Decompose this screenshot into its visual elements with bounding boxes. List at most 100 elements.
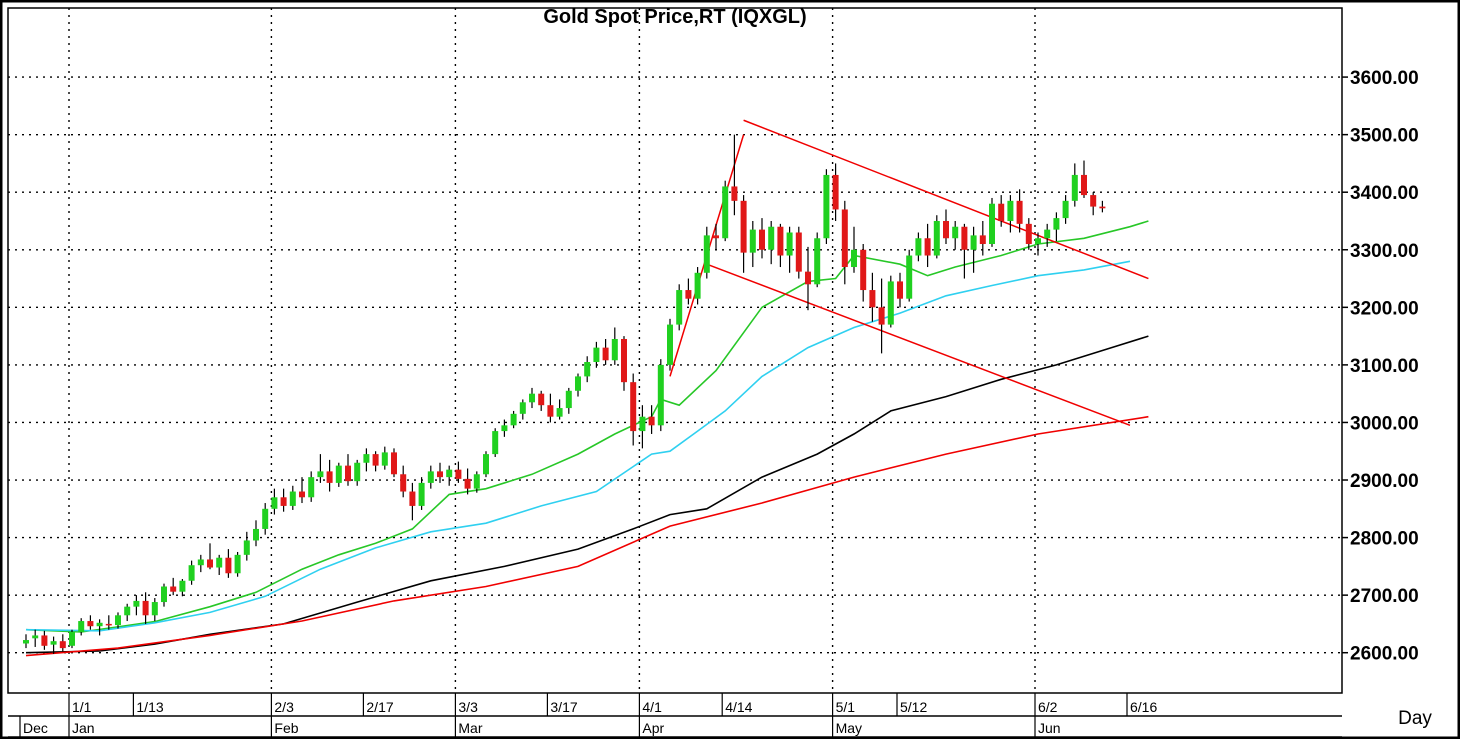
candle-down [464,478,471,489]
candle-up [657,364,664,426]
candle-down [280,497,287,506]
candle-up [188,565,195,581]
y-tick-label: 3000.00 [1350,413,1419,434]
y-tick-label: 3400.00 [1350,183,1419,204]
y-tick-label: 2800.00 [1350,529,1419,550]
candle-down [400,474,407,492]
candle-down [759,229,765,250]
candle-up [335,465,342,483]
candle-up [768,226,775,250]
candle-up [50,641,57,645]
candle-up [483,454,489,475]
x-month-label: May [836,720,862,736]
candle-down [1099,206,1106,209]
x-day-label: 3/17 [550,699,577,715]
candle-down [437,471,443,478]
candle-up [197,559,204,566]
candle-up [418,482,425,506]
candle-up [78,621,85,632]
candle-up [289,491,296,506]
candle-up [676,290,683,325]
candle-up [308,477,315,498]
candle-up [703,235,710,273]
y-tick-label: 3600.00 [1350,68,1419,89]
x-day-label: 3/3 [458,699,478,715]
candle-up [427,471,434,483]
y-tick-label: 2900.00 [1350,471,1419,492]
candle-down [87,621,94,627]
candle-up [161,586,167,603]
x-month-label: Feb [274,720,298,736]
candle-up [639,416,646,432]
x-day-label: 1/13 [136,699,163,715]
candle-up [970,235,977,250]
moving-average-line [25,260,1131,632]
candle-up [611,338,618,361]
candle-up [446,469,453,478]
y-tick-label: 2600.00 [1350,644,1419,665]
candle-down [455,469,462,479]
x-day-label: 2/3 [274,699,294,715]
candle-up [262,508,269,529]
y-tick-label: 3200.00 [1350,298,1419,319]
candle-up [556,408,563,417]
moving-average-line [25,415,1149,657]
x-axis-unit-label: Day [1398,708,1432,729]
candle-up [381,452,388,466]
candle-down [1090,195,1097,207]
x-day-label: 2/17 [366,699,393,715]
candle-up [253,528,259,541]
x-day-label: 1/1 [72,699,92,715]
candle-up [1053,218,1060,230]
candle-down [547,405,554,417]
y-tick-label: 3300.00 [1350,241,1419,262]
candle-up [593,347,600,363]
x-day-label: 6/2 [1038,699,1058,715]
candle-down [897,281,903,299]
candle-down [740,200,747,253]
candle-down [805,271,811,285]
candle-down [538,393,545,406]
moving-averages [25,220,1149,657]
candle-up [69,631,75,646]
candle-down [602,347,609,361]
candle-up [124,606,131,616]
candle-down [1081,174,1087,196]
x-month-label: Dec [23,720,48,736]
candle-down [225,557,232,574]
candle-down [372,454,379,466]
candle-down [345,465,351,482]
plot-area-border [7,7,1343,694]
candle-up [473,474,480,489]
candle-down [1025,223,1032,245]
candle-down [621,338,627,383]
candle-down [207,559,213,568]
candle-up [786,232,793,256]
y-tick-label: 2700.00 [1350,586,1419,607]
x-month-label: Apr [642,720,664,736]
x-day-label: 4/14 [725,699,752,715]
candle-down [795,232,802,272]
axes: 2600.00 2700.00 2800.00 2900.00 3000.00 3100.… [7,7,1419,738]
trend-line [706,263,1131,427]
candle-up [179,580,186,592]
candle-down [630,382,637,432]
grid-lines [8,8,1342,693]
candle-up [915,238,922,256]
candle-down [1016,200,1023,224]
x-month-label: Jan [72,720,95,736]
candle-down [326,471,333,483]
candle-up [133,600,140,607]
candle-up [234,554,241,574]
candle-up [1007,200,1014,221]
candle-up [906,255,913,299]
candle-up [887,281,894,325]
candle-down [878,307,885,325]
candle-down [860,249,867,291]
candle-down [41,635,48,646]
candle-down [961,226,968,250]
candle-up [1035,238,1041,245]
candle-up [492,431,499,455]
candle-up [667,324,673,365]
x-day-label: 6/16 [1130,699,1157,715]
